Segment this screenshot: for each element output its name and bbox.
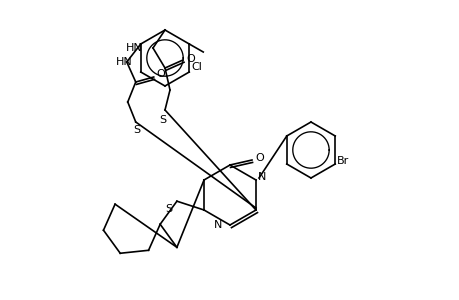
Text: Br: Br bbox=[336, 156, 349, 166]
Text: Cl: Cl bbox=[191, 62, 202, 72]
Text: S: S bbox=[159, 115, 166, 125]
Text: N: N bbox=[257, 172, 266, 182]
Text: S: S bbox=[165, 204, 172, 214]
Text: HN: HN bbox=[116, 57, 133, 67]
Text: O: O bbox=[157, 69, 165, 79]
Text: O: O bbox=[254, 153, 263, 163]
Text: HN: HN bbox=[126, 43, 143, 53]
Text: S: S bbox=[133, 125, 140, 135]
Text: N: N bbox=[213, 220, 222, 230]
Text: O: O bbox=[185, 54, 194, 64]
